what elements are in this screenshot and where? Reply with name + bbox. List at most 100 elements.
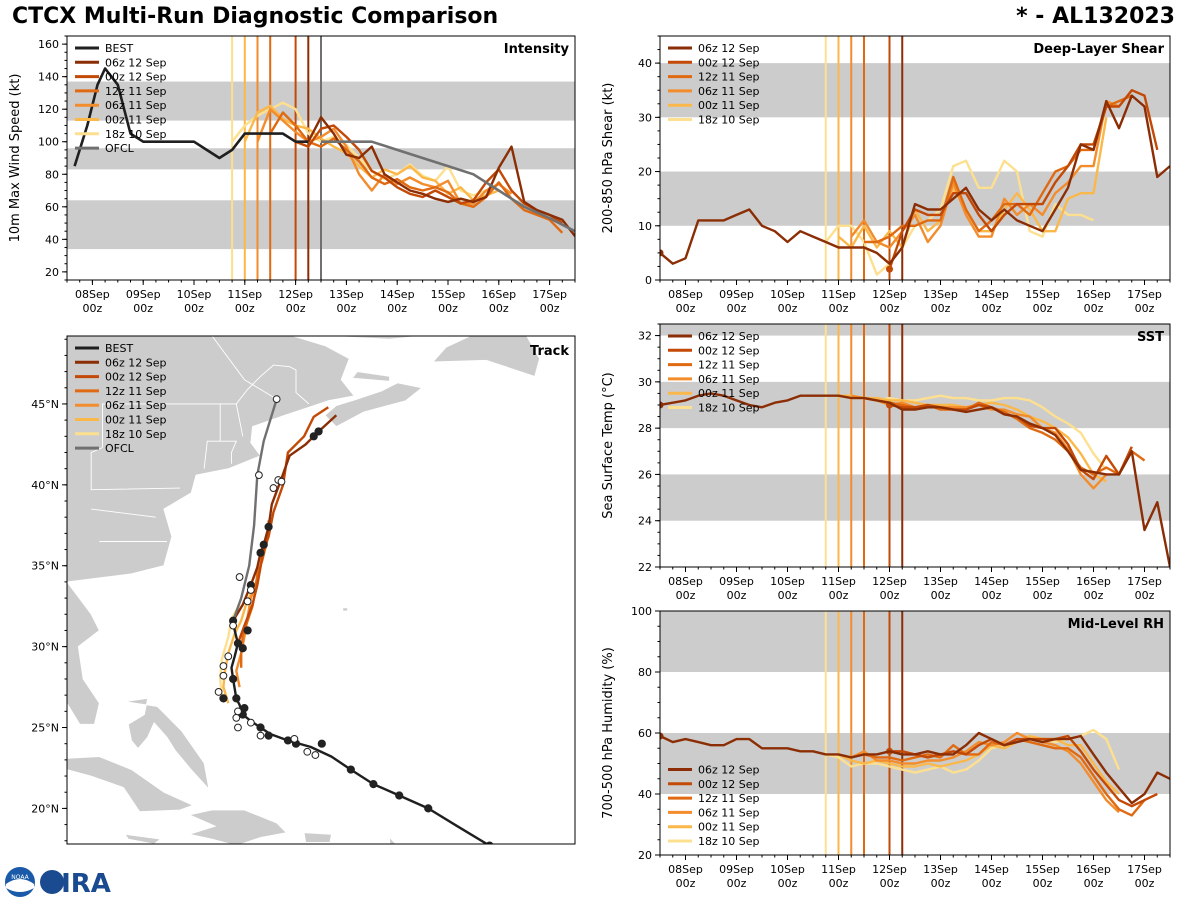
map-border-line (211, 336, 277, 400)
sst-xtick-label: 00z (676, 589, 696, 602)
sst-ytick-label: 26 (638, 468, 652, 481)
track-marker-open (243, 597, 252, 606)
track-legend-label: 00z 11 Sep (105, 414, 167, 427)
north-america-land (67, 336, 100, 725)
sst-xtick-label: 00z (829, 589, 849, 602)
storm-id: * - AL132023 (1016, 4, 1175, 29)
rh-xtick-label: 10Sep (770, 863, 805, 876)
map-border-line (91, 508, 156, 518)
intensity-series-line (307, 116, 575, 237)
sst-legend-label: 06z 11 Sep (698, 373, 760, 386)
map-border-line (324, 338, 358, 364)
shear-init-marker (660, 249, 664, 257)
rh-series-line (660, 731, 1170, 805)
sst-band-1 (660, 381, 1170, 429)
shear-xtick-label: 08Sep (668, 288, 703, 301)
track-legend-label: 18z 10 Sep (105, 428, 167, 441)
sst-ytick-label: 28 (638, 422, 652, 435)
lesser-antilles-land (389, 836, 397, 844)
sst-xtick-label: 15Sep (1025, 575, 1060, 588)
sst-legend-label: 06z 12 Sep (698, 330, 760, 343)
track-series-line (230, 620, 490, 844)
sst-ytick-label: 30 (638, 376, 652, 389)
intensity-xtick-label: 00z (83, 302, 103, 315)
track-series-line (231, 398, 278, 622)
track-marker-open (269, 484, 278, 492)
rh-xtick-label: 12Sep (872, 863, 907, 876)
panel-shear: 01020304008Sep00z09Sep00z10Sep00z11Sep00… (601, 35, 1171, 315)
intensity-plot-area (67, 36, 575, 280)
rh-xtick-label: 00z (778, 877, 798, 890)
sst-ytick-label: 22 (638, 561, 652, 574)
rh-legend-label: 18z 10 Sep (698, 835, 760, 848)
rh-legend-label: 00z 11 Sep (698, 821, 760, 834)
intensity-legend-label: 18z 10 Sep (105, 128, 167, 141)
shear-xtick-label: 00z (1033, 302, 1053, 315)
shear-ytick-label: 20 (638, 166, 652, 179)
shear-ytick-label: 10 (638, 220, 652, 233)
puerto-rico-land (303, 832, 332, 843)
intensity-ylabel: 10m Max Wind Speed (kt) (8, 74, 23, 243)
shear-legend-label: 06z 11 Sep (698, 85, 760, 98)
newfoundland-land (432, 336, 540, 377)
track-marker-open (272, 395, 281, 403)
track-marker-filled (346, 765, 355, 774)
map-border-line (235, 403, 244, 437)
intensity-xtick-label: 15Sep (431, 288, 466, 301)
track-marker-open (246, 718, 255, 727)
rh-xtick-label: 00z (1135, 877, 1155, 890)
intensity-ytick-label: 140 (38, 71, 59, 84)
track-marker-open (277, 477, 286, 486)
track-marker-open (246, 586, 255, 594)
intensity-legend-label: 00z 11 Sep (105, 114, 167, 127)
shear-legend-label: 06z 12 Sep (698, 42, 760, 55)
rh-plot-area (660, 611, 1170, 855)
track-marker-filled (317, 739, 326, 748)
sst-plot-area (660, 324, 1170, 567)
track-marker-filled (264, 731, 273, 740)
track-marker-open (235, 573, 244, 581)
intensity-legend-label: 06z 11 Sep (105, 99, 167, 112)
rh-title: Mid-Level RH (1068, 617, 1164, 632)
intensity-ytick-label: 120 (38, 103, 59, 116)
track-legend-label: 06z 12 Sep (105, 356, 167, 369)
track-marker-open (255, 471, 263, 480)
bermuda-land (342, 607, 348, 612)
intensity-legend-label: 12z 11 Sep (105, 85, 167, 98)
rh-xtick-label: 13Sep (923, 863, 958, 876)
track-marker-filled (256, 723, 265, 732)
shear-ytick-label: 40 (638, 57, 652, 70)
track-series-line (236, 406, 329, 644)
shear-title: Deep-Layer Shear (1033, 42, 1164, 57)
track-marker-filled (259, 540, 268, 549)
track-marker-filled (283, 736, 293, 745)
rh-xtick-label: 00z (727, 877, 747, 890)
track-marker-filled (424, 804, 433, 813)
rh-xtick-label: 14Sep (974, 863, 1009, 876)
shear-xtick-label: 15Sep (1025, 288, 1060, 301)
track-marker-open (224, 652, 233, 661)
intensity-ytick-label: 100 (38, 136, 59, 149)
nova-scotia-land (324, 382, 423, 428)
shear-xtick-label: 11Sep (821, 288, 856, 301)
intensity-xtick-label: 00z (438, 302, 458, 315)
hispaniola-land (188, 809, 288, 844)
shear-series-line (888, 88, 1159, 270)
rh-ytick-label: 20 (638, 849, 652, 862)
figure-title: CTCX Multi-Run Diagnostic Comparison (12, 4, 499, 29)
track-marker-open (232, 713, 241, 722)
rh-legend-label: 12z 11 Sep (698, 792, 760, 805)
track-title: Track (530, 344, 569, 359)
track-marker-filled (233, 639, 243, 648)
sst-xtick-label: 11Sep (821, 575, 856, 588)
shear-band-1 (660, 63, 1170, 118)
shear-xtick-label: 10Sep (770, 288, 805, 301)
rh-series-line (850, 731, 1120, 814)
track-ytick-label: 30°N (31, 641, 59, 654)
track-marker-open (311, 751, 320, 759)
intensity-series-line (73, 67, 309, 167)
shear-legend-label: 00z 11 Sep (698, 99, 760, 112)
intensity-ytick-label: 20 (45, 266, 59, 279)
track-ytick-label: 35°N (31, 560, 59, 573)
